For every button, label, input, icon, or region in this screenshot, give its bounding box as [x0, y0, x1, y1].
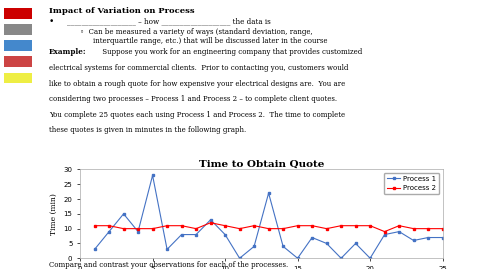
- Text: interquartile range, etc.) that will be discussed later in the course: interquartile range, etc.) that will be …: [93, 37, 328, 45]
- FancyBboxPatch shape: [4, 24, 32, 35]
- Text: •: •: [49, 17, 54, 26]
- Process 2: [251, 224, 257, 227]
- Process 2: [164, 224, 170, 227]
- Process 2: [324, 227, 329, 230]
- Process 1: [179, 233, 185, 236]
- Process 2: [382, 230, 388, 233]
- Process 1: [309, 236, 315, 239]
- Process 2: [353, 224, 358, 227]
- Process 1: [92, 248, 98, 251]
- Line: Process 2: Process 2: [93, 221, 444, 233]
- Process 2: [150, 227, 155, 230]
- Process 2: [440, 227, 445, 230]
- Process 1: [106, 230, 112, 233]
- Process 1: [411, 239, 416, 242]
- FancyBboxPatch shape: [4, 56, 32, 67]
- Process 2: [266, 227, 272, 230]
- Process 1: [425, 236, 431, 239]
- Process 1: [193, 233, 199, 236]
- Process 1: [440, 236, 445, 239]
- Process 1: [295, 257, 301, 260]
- Process 1: [338, 257, 344, 260]
- Text: ___________________ – how ___________________ the data is: ___________________ – how ______________…: [67, 17, 271, 26]
- Process 2: [425, 227, 431, 230]
- Process 1: [396, 230, 402, 233]
- Text: ◦  Can be measured a variety of ways (standard deviation, range,: ◦ Can be measured a variety of ways (sta…: [80, 28, 313, 36]
- FancyBboxPatch shape: [4, 73, 32, 83]
- FancyBboxPatch shape: [4, 40, 32, 51]
- Process 2: [106, 224, 112, 227]
- Process 1: [222, 233, 228, 236]
- Process 1: [382, 233, 388, 236]
- Text: Example:: Example:: [49, 48, 87, 56]
- Process 1: [367, 257, 373, 260]
- Process 2: [411, 227, 416, 230]
- Process 2: [396, 224, 402, 227]
- Text: these quotes is given in minutes in the following graph.: these quotes is given in minutes in the …: [49, 126, 246, 134]
- Text: You complete 25 quotes each using Process 1 and Process 2.  The time to complete: You complete 25 quotes each using Proces…: [49, 111, 345, 119]
- Process 1: [150, 174, 155, 177]
- Process 2: [92, 224, 98, 227]
- Process 2: [309, 224, 315, 227]
- Process 1: [237, 257, 242, 260]
- Text: Impact of Variation on Process: Impact of Variation on Process: [49, 7, 195, 15]
- FancyBboxPatch shape: [4, 8, 32, 19]
- Process 2: [237, 227, 242, 230]
- Process 1: [324, 242, 329, 245]
- Text: considering two processes – Process 1 and Process 2 – to complete client quotes.: considering two processes – Process 1 an…: [49, 95, 337, 103]
- Text: Suppose you work for an engineering company that provides customized: Suppose you work for an engineering comp…: [100, 48, 362, 56]
- Process 2: [193, 227, 199, 230]
- Process 2: [135, 227, 141, 230]
- Text: Compare and contrast your observations for each of the processes.: Compare and contrast your observations f…: [49, 261, 288, 269]
- Process 1: [164, 248, 170, 251]
- Process 2: [208, 221, 214, 224]
- Process 1: [135, 230, 141, 233]
- Process 1: [251, 245, 257, 248]
- Legend: Process 1, Process 2: Process 1, Process 2: [384, 173, 439, 194]
- Process 1: [353, 242, 358, 245]
- Title: Time to Obtain Quote: Time to Obtain Quote: [199, 160, 324, 169]
- Text: electrical systems for commercial clients.  Prior to contacting you, customers w: electrical systems for commercial client…: [49, 64, 348, 72]
- Process 1: [266, 192, 272, 195]
- Line: Process 1: Process 1: [93, 174, 444, 260]
- Process 2: [295, 224, 301, 227]
- Process 1: [280, 245, 286, 248]
- Process 2: [280, 227, 286, 230]
- Process 1: [208, 218, 214, 221]
- Y-axis label: Time (min): Time (min): [50, 193, 58, 235]
- Process 2: [338, 224, 344, 227]
- Process 2: [367, 224, 373, 227]
- Process 2: [222, 224, 228, 227]
- Text: like to obtain a rough quote for how expensive your electrical designs are.  You: like to obtain a rough quote for how exp…: [49, 80, 346, 88]
- Process 2: [121, 227, 127, 230]
- Process 1: [121, 212, 127, 215]
- Process 2: [179, 224, 185, 227]
